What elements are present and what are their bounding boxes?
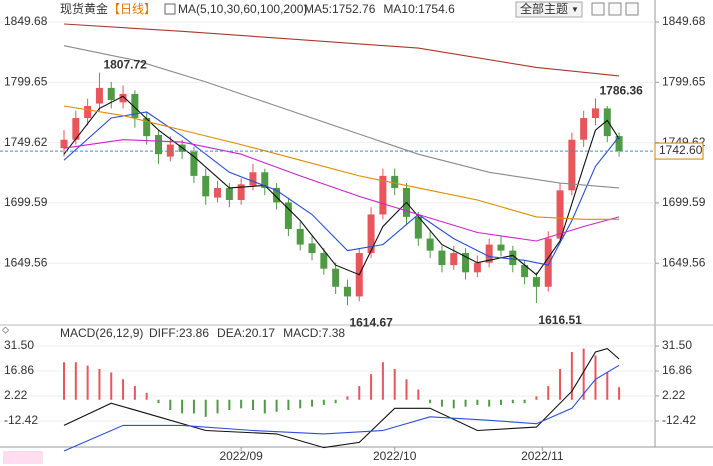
- high-annotation: 1786.36: [599, 83, 643, 97]
- tool-icon[interactable]: [608, 2, 622, 16]
- bottom-tab[interactable]: [3, 451, 43, 464]
- last-price-label: 1742.60: [659, 143, 703, 157]
- y-tick-label-left: 1699.59: [4, 195, 48, 209]
- candle-body: [438, 250, 446, 266]
- indicator-icon: [164, 3, 176, 15]
- candle-body: [284, 202, 292, 229]
- candle-body: [95, 87, 103, 104]
- candle-body: [261, 172, 269, 188]
- candle-body: [273, 187, 281, 203]
- y-tick-label-left: 16.86: [4, 363, 34, 377]
- candle-body: [521, 265, 529, 278]
- candle-body: [131, 93, 139, 119]
- low-annotation: 1614.67: [349, 315, 393, 329]
- candle-body: [615, 136, 623, 152]
- candle-body: [544, 238, 552, 287]
- panel-marker: ◇: [2, 324, 9, 334]
- candle-body: [249, 172, 257, 186]
- candle-body: [60, 139, 68, 149]
- y-tick-label: 1849.68: [662, 14, 706, 28]
- candle-body: [509, 250, 517, 266]
- y-tick-label: 1799.65: [662, 74, 706, 88]
- candle-body: [591, 108, 599, 119]
- candle-body: [367, 214, 375, 254]
- low-annotation: 1616.51: [538, 313, 582, 327]
- legend-entry: MA10:1754.6: [383, 2, 455, 16]
- y-tick-label: 1649.56: [662, 255, 706, 269]
- y-tick-label-left: 1749.62: [4, 135, 48, 149]
- candle-body: [320, 253, 328, 269]
- ma-line: [63, 347, 620, 449]
- y-tick-label-left: 1799.65: [4, 74, 48, 88]
- candle-body: [143, 118, 151, 137]
- x-tick-label: 2022/11: [521, 449, 564, 463]
- candle-body: [72, 118, 80, 140]
- candle-body: [532, 277, 540, 287]
- ma-line: [63, 111, 620, 266]
- instrument-title: 现货黄金: [60, 1, 108, 16]
- y-tick-label: 16.86: [662, 363, 692, 377]
- candle-body: [603, 108, 611, 137]
- candle-body: [450, 253, 458, 266]
- macd-title: MACD(26,12,9): [60, 326, 143, 340]
- candle-body: [202, 175, 210, 197]
- theme-button-box[interactable]: [515, 1, 583, 18]
- tool-icon[interactable]: [625, 2, 639, 16]
- candle-body: [308, 243, 316, 254]
- candle-body: [462, 253, 470, 273]
- candle-body: [485, 244, 493, 263]
- high-annotation: 1807.72: [103, 58, 147, 72]
- legend-entry: MACD:7.38: [283, 326, 345, 340]
- y-tick-label-left: 31.50: [4, 338, 34, 352]
- ma-line: [63, 45, 620, 189]
- candle-body: [414, 216, 422, 239]
- candle-body: [154, 134, 162, 155]
- x-tick-label: 2022/10: [373, 449, 417, 463]
- candle-body: [426, 238, 434, 251]
- candle-body: [225, 187, 233, 200]
- candle-body: [237, 184, 245, 200]
- y-tick-label-left: 1849.68: [4, 14, 48, 28]
- ma-line: [63, 105, 620, 220]
- y-tick-label: 1699.59: [662, 195, 706, 209]
- candle-body: [107, 87, 115, 100]
- legend-entry: DEA:20.17: [217, 326, 275, 340]
- candle-body: [379, 175, 387, 215]
- candle-body: [332, 268, 340, 287]
- legend-entry: MA5:1752.76: [304, 2, 376, 16]
- legend-entry: DIFF:23.86: [149, 326, 209, 340]
- candle-body: [343, 286, 351, 297]
- last-price-box: [654, 142, 704, 160]
- theme-button-text[interactable]: 全部主题: [520, 1, 568, 16]
- ma-line: [63, 23, 620, 77]
- ma-line: [63, 95, 620, 276]
- candle-body: [556, 190, 564, 239]
- candle-body: [568, 139, 576, 191]
- ma-line: [63, 139, 620, 242]
- y-tick-label: 31.50: [662, 338, 692, 352]
- theme-button-arrow[interactable]: ▼: [571, 5, 579, 14]
- y-tick-label-left: 1649.56: [4, 255, 48, 269]
- tool-icon[interactable]: [591, 2, 605, 16]
- candle-body: [473, 262, 481, 273]
- ma-line: [63, 364, 620, 452]
- candle-body: [190, 151, 198, 176]
- x-tick-label: 2022/09: [219, 449, 263, 463]
- indicator-label: MA(5,10,30,60,100,200): [178, 2, 307, 16]
- candle-body: [296, 228, 304, 245]
- theme-button[interactable]: 全部主题 ▼: [515, 1, 583, 18]
- candle-body: [391, 175, 399, 188]
- candle-body: [580, 118, 588, 140]
- candle-body: [497, 244, 505, 251]
- candle-body: [119, 93, 127, 103]
- candle-body: [214, 187, 222, 198]
- y-tick-label: 2.22: [662, 388, 686, 402]
- y-tick-label-left: 2.22: [4, 388, 28, 402]
- y-tick-label: -12.42: [662, 413, 696, 427]
- candle-body: [84, 105, 92, 119]
- y-tick-label-left: -12.42: [4, 413, 38, 427]
- period-label: 【日线】: [108, 2, 156, 16]
